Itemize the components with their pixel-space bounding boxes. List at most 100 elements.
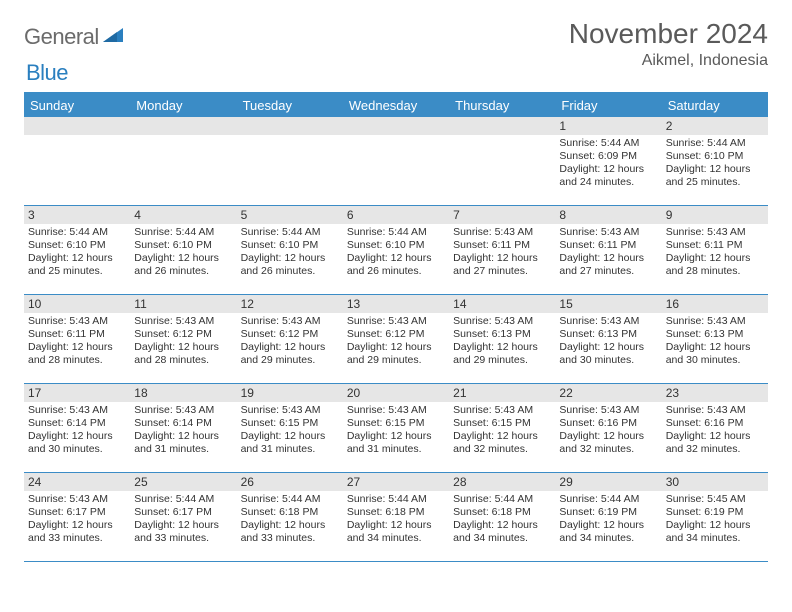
day1-line: Daylight: 12 hours bbox=[134, 430, 232, 443]
sunset-line: Sunset: 6:11 PM bbox=[453, 239, 551, 252]
day-cell: 19Sunrise: 5:43 AMSunset: 6:15 PMDayligh… bbox=[237, 384, 343, 472]
day2-line: and 33 minutes. bbox=[134, 532, 232, 545]
sunrise-line: Sunrise: 5:43 AM bbox=[28, 404, 126, 417]
day-number: 9 bbox=[662, 206, 768, 224]
day-number: 24 bbox=[24, 473, 130, 491]
sunset-line: Sunset: 6:18 PM bbox=[453, 506, 551, 519]
day2-line: and 27 minutes. bbox=[559, 265, 657, 278]
day2-line: and 29 minutes. bbox=[453, 354, 551, 367]
day-cell bbox=[24, 117, 130, 205]
day-number: 18 bbox=[130, 384, 236, 402]
day1-line: Daylight: 12 hours bbox=[134, 252, 232, 265]
day-cell: 29Sunrise: 5:44 AMSunset: 6:19 PMDayligh… bbox=[555, 473, 661, 561]
day2-line: and 30 minutes. bbox=[559, 354, 657, 367]
day-number: 15 bbox=[555, 295, 661, 313]
day-cell: 9Sunrise: 5:43 AMSunset: 6:11 PMDaylight… bbox=[662, 206, 768, 294]
empty-daynum-bar bbox=[24, 117, 130, 135]
day-cell: 30Sunrise: 5:45 AMSunset: 6:19 PMDayligh… bbox=[662, 473, 768, 561]
sunset-line: Sunset: 6:13 PM bbox=[666, 328, 764, 341]
day-cell bbox=[449, 117, 555, 205]
day2-line: and 32 minutes. bbox=[453, 443, 551, 456]
day1-line: Daylight: 12 hours bbox=[241, 252, 339, 265]
day-number: 25 bbox=[130, 473, 236, 491]
day-cell bbox=[130, 117, 236, 205]
day2-line: and 31 minutes. bbox=[134, 443, 232, 456]
day-number: 26 bbox=[237, 473, 343, 491]
day2-line: and 31 minutes. bbox=[347, 443, 445, 456]
day2-line: and 33 minutes. bbox=[241, 532, 339, 545]
sunset-line: Sunset: 6:14 PM bbox=[134, 417, 232, 430]
empty-daynum-bar bbox=[343, 117, 449, 135]
day-number: 3 bbox=[24, 206, 130, 224]
day-cell: 3Sunrise: 5:44 AMSunset: 6:10 PMDaylight… bbox=[24, 206, 130, 294]
day-cell: 18Sunrise: 5:43 AMSunset: 6:14 PMDayligh… bbox=[130, 384, 236, 472]
day1-line: Daylight: 12 hours bbox=[347, 519, 445, 532]
sunset-line: Sunset: 6:18 PM bbox=[347, 506, 445, 519]
sunrise-line: Sunrise: 5:43 AM bbox=[241, 315, 339, 328]
day-cell: 1Sunrise: 5:44 AMSunset: 6:09 PMDaylight… bbox=[555, 117, 661, 205]
week-row: 3Sunrise: 5:44 AMSunset: 6:10 PMDaylight… bbox=[24, 206, 768, 295]
sunset-line: Sunset: 6:10 PM bbox=[28, 239, 126, 252]
sunrise-line: Sunrise: 5:44 AM bbox=[241, 226, 339, 239]
day-cell: 11Sunrise: 5:43 AMSunset: 6:12 PMDayligh… bbox=[130, 295, 236, 383]
day1-line: Daylight: 12 hours bbox=[453, 430, 551, 443]
day-number: 10 bbox=[24, 295, 130, 313]
sunset-line: Sunset: 6:13 PM bbox=[453, 328, 551, 341]
day2-line: and 26 minutes. bbox=[241, 265, 339, 278]
sunrise-line: Sunrise: 5:44 AM bbox=[347, 493, 445, 506]
day1-line: Daylight: 12 hours bbox=[28, 341, 126, 354]
day1-line: Daylight: 12 hours bbox=[28, 430, 126, 443]
day-number: 12 bbox=[237, 295, 343, 313]
logo: General bbox=[24, 18, 125, 50]
sunset-line: Sunset: 6:11 PM bbox=[559, 239, 657, 252]
sunset-line: Sunset: 6:17 PM bbox=[28, 506, 126, 519]
day-cell: 6Sunrise: 5:44 AMSunset: 6:10 PMDaylight… bbox=[343, 206, 449, 294]
day-number: 23 bbox=[662, 384, 768, 402]
sunrise-line: Sunrise: 5:43 AM bbox=[453, 315, 551, 328]
sunset-line: Sunset: 6:09 PM bbox=[559, 150, 657, 163]
day1-line: Daylight: 12 hours bbox=[559, 252, 657, 265]
logo-text-part1: General bbox=[24, 24, 99, 50]
day2-line: and 32 minutes. bbox=[559, 443, 657, 456]
day-number: 28 bbox=[449, 473, 555, 491]
day1-line: Daylight: 12 hours bbox=[347, 430, 445, 443]
day2-line: and 29 minutes. bbox=[347, 354, 445, 367]
day-cell: 24Sunrise: 5:43 AMSunset: 6:17 PMDayligh… bbox=[24, 473, 130, 561]
sunset-line: Sunset: 6:10 PM bbox=[134, 239, 232, 252]
day-cell: 8Sunrise: 5:43 AMSunset: 6:11 PMDaylight… bbox=[555, 206, 661, 294]
day2-line: and 28 minutes. bbox=[28, 354, 126, 367]
day-number: 16 bbox=[662, 295, 768, 313]
sunrise-line: Sunrise: 5:43 AM bbox=[559, 315, 657, 328]
title-block: November 2024 Aikmel, Indonesia bbox=[569, 18, 768, 70]
sunrise-line: Sunrise: 5:43 AM bbox=[347, 404, 445, 417]
day-number: 14 bbox=[449, 295, 555, 313]
day-number: 11 bbox=[130, 295, 236, 313]
day2-line: and 26 minutes. bbox=[347, 265, 445, 278]
day-number: 2 bbox=[662, 117, 768, 135]
day-cell bbox=[237, 117, 343, 205]
logo-text-part2: Blue bbox=[26, 60, 68, 86]
day2-line: and 31 minutes. bbox=[241, 443, 339, 456]
day-cell bbox=[343, 117, 449, 205]
day2-line: and 30 minutes. bbox=[28, 443, 126, 456]
day-number: 4 bbox=[130, 206, 236, 224]
sunset-line: Sunset: 6:18 PM bbox=[241, 506, 339, 519]
dow-thursday: Thursday bbox=[449, 94, 555, 117]
sunset-line: Sunset: 6:10 PM bbox=[347, 239, 445, 252]
sunrise-line: Sunrise: 5:44 AM bbox=[134, 226, 232, 239]
day-cell: 20Sunrise: 5:43 AMSunset: 6:15 PMDayligh… bbox=[343, 384, 449, 472]
day2-line: and 33 minutes. bbox=[28, 532, 126, 545]
week-row: 10Sunrise: 5:43 AMSunset: 6:11 PMDayligh… bbox=[24, 295, 768, 384]
sunrise-line: Sunrise: 5:43 AM bbox=[347, 315, 445, 328]
day-cell: 16Sunrise: 5:43 AMSunset: 6:13 PMDayligh… bbox=[662, 295, 768, 383]
location: Aikmel, Indonesia bbox=[569, 52, 768, 70]
day1-line: Daylight: 12 hours bbox=[347, 252, 445, 265]
day2-line: and 25 minutes. bbox=[28, 265, 126, 278]
sunrise-line: Sunrise: 5:44 AM bbox=[453, 493, 551, 506]
day-number: 5 bbox=[237, 206, 343, 224]
sunrise-line: Sunrise: 5:43 AM bbox=[134, 315, 232, 328]
sunrise-line: Sunrise: 5:43 AM bbox=[453, 404, 551, 417]
day1-line: Daylight: 12 hours bbox=[241, 341, 339, 354]
sunrise-line: Sunrise: 5:43 AM bbox=[28, 493, 126, 506]
day-cell: 15Sunrise: 5:43 AMSunset: 6:13 PMDayligh… bbox=[555, 295, 661, 383]
